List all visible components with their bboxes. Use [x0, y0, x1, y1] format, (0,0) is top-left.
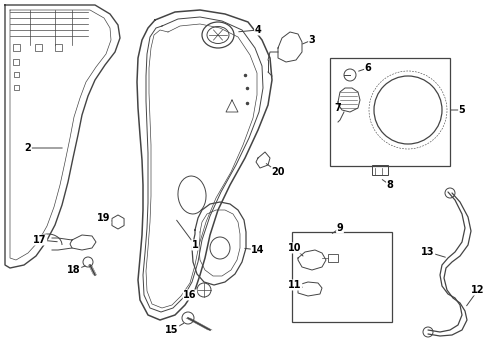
Bar	[327, 254, 337, 262]
Text: 1: 1	[191, 240, 198, 250]
Bar	[55, 44, 62, 51]
Text: 11: 11	[287, 280, 301, 290]
Text: 18: 18	[67, 265, 81, 275]
Bar	[14, 72, 19, 77]
Bar	[35, 44, 42, 51]
Text: 2: 2	[24, 143, 31, 153]
Text: 5: 5	[458, 105, 465, 115]
Text: 20: 20	[271, 167, 284, 177]
Text: 8: 8	[386, 180, 393, 190]
Text: 6: 6	[364, 63, 370, 73]
Text: 4: 4	[254, 25, 261, 35]
Text: 13: 13	[420, 247, 434, 257]
Text: 10: 10	[287, 243, 301, 253]
Text: 17: 17	[33, 235, 47, 245]
Bar	[291, 232, 391, 322]
Text: 9: 9	[336, 223, 343, 233]
Bar	[371, 165, 387, 175]
Text: 12: 12	[470, 285, 484, 295]
Text: 15: 15	[165, 325, 179, 335]
Bar	[13, 44, 20, 51]
Text: 19: 19	[97, 213, 110, 223]
Bar	[13, 59, 19, 65]
Bar	[329, 58, 449, 166]
Bar	[14, 85, 19, 90]
Text: 7: 7	[334, 103, 341, 113]
Text: 14: 14	[251, 245, 264, 255]
Text: 3: 3	[308, 35, 315, 45]
Text: 16: 16	[183, 290, 196, 300]
